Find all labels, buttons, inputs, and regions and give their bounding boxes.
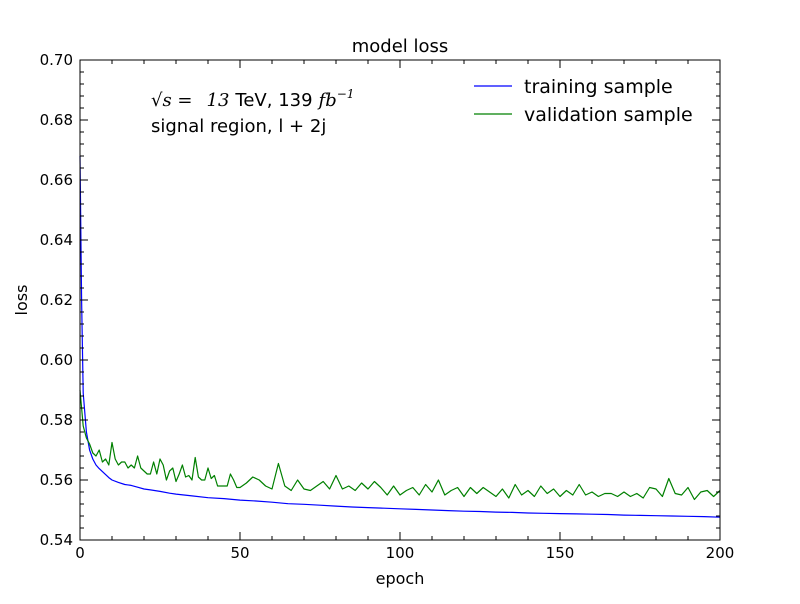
y-tick-label: 0.62: [40, 291, 73, 309]
y-tick-label: 0.68: [40, 111, 73, 129]
y-tick-label: 0.58: [40, 411, 73, 429]
series-layer: [79, 155, 721, 518]
x-tick-label: 150: [546, 544, 575, 562]
energy-annotation-line: √s = 13 TeV, 139 fb−1: [151, 87, 354, 111]
y-tick-label: 0.54: [40, 531, 73, 549]
x-axis-label: epoch: [376, 569, 425, 588]
y-tick-label: 0.66: [40, 171, 73, 189]
lumi-exponent: −1: [337, 87, 355, 101]
lumi-unit: fb: [317, 90, 337, 111]
x-tick-label: 100: [386, 544, 415, 562]
series-line-validation: [79, 389, 721, 501]
y-tick-label: 0.70: [40, 51, 73, 69]
y-axis-label: loss: [12, 285, 31, 316]
legend-label-training: training sample: [524, 76, 673, 98]
region-annotation: signal region, l + 2j: [151, 116, 326, 137]
series-line-training: [79, 155, 721, 518]
legend: training sample validation sample: [474, 76, 693, 126]
energy-annotation: √s = 13 TeV, 139 fb−1 signal region, l + 2j: [151, 87, 354, 137]
y-tick-label: 0.56: [40, 471, 73, 489]
energy-unit: TeV, 139: [234, 90, 312, 111]
x-tick-label: 50: [230, 544, 249, 562]
legend-label-validation: validation sample: [524, 104, 693, 126]
chart-title: model loss: [352, 36, 449, 57]
plot-frame: [79, 59, 721, 541]
x-tick-label: 0: [75, 544, 85, 562]
energy-value: 13: [207, 90, 230, 111]
x-tick-label: 200: [706, 544, 735, 562]
y-tick-label: 0.60: [40, 351, 73, 369]
y-tick-label: 0.64: [40, 231, 73, 249]
tick-layer: 0 50 100 150 200 0.54 0.56 0.58 0.60 0.62 0.64 0.66…: [40, 51, 735, 562]
energy-prefix: √s =: [151, 90, 193, 111]
